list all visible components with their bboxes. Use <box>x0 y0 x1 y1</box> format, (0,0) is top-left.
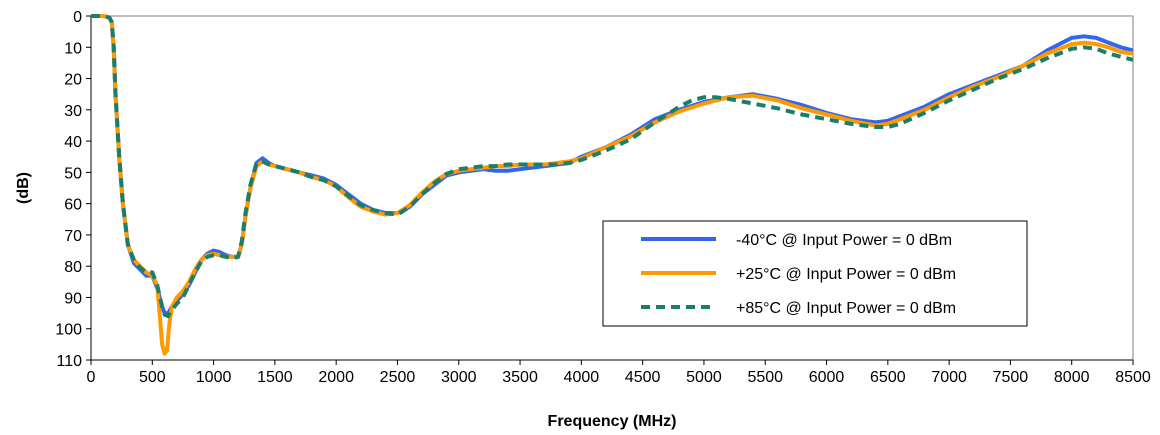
y-tick-label: 70 <box>64 228 82 245</box>
y-tick-label: 20 <box>64 72 82 89</box>
x-tick-label: 5000 <box>686 369 722 386</box>
legend-entry-plus-25c: +25°C @ Input Power = 0 dBm <box>736 266 956 283</box>
x-tick-label: 1500 <box>257 369 293 386</box>
x-tick-label: 3500 <box>502 369 538 386</box>
x-tick-label: 2500 <box>380 369 416 386</box>
x-axis-title: Frequency (MHz) <box>548 413 677 430</box>
legend-entry-plus-85c: +85°C @ Input Power = 0 dBm <box>736 300 956 317</box>
y-tick-label: 50 <box>64 165 82 182</box>
x-tick-label: 7000 <box>931 369 967 386</box>
x-tick-label: 2000 <box>318 369 354 386</box>
x-tick-label: 3000 <box>441 369 477 386</box>
series-plus-85c-line <box>91 14 1134 319</box>
y-axis-title: (dB) <box>15 172 32 204</box>
legend: -40°C @ Input Power = 0 dBm +25°C @ Input… <box>602 220 1028 327</box>
x-tick-label: 1000 <box>196 369 232 386</box>
y-tick-label: 40 <box>64 134 82 151</box>
x-tick-label: 4000 <box>564 369 600 386</box>
legend-entry-minus-40c: -40°C @ Input Power = 0 dBm <box>736 232 952 249</box>
y-tick-label: 110 <box>56 353 82 370</box>
y-tick-label: 0 <box>73 9 82 26</box>
x-tick-label: 500 <box>139 369 166 386</box>
x-tick-label: 4500 <box>625 369 661 386</box>
y-tick-label: 80 <box>64 259 82 276</box>
x-tick-label: 8500 <box>1115 369 1151 386</box>
x-tick-label: 7500 <box>993 369 1029 386</box>
y-tick-label: 90 <box>64 290 82 307</box>
x-tick-label: 6500 <box>870 369 906 386</box>
y-tick-label: 30 <box>64 103 82 120</box>
x-tick-label: 5500 <box>747 369 783 386</box>
y-tick-label: 10 <box>64 40 82 57</box>
x-tick-label: 6000 <box>809 369 845 386</box>
y-tick-label: 100 <box>55 322 82 339</box>
y-tick-label: 60 <box>64 197 82 214</box>
x-tick-label: 8000 <box>1054 369 1090 386</box>
x-tick-label: 0 <box>87 369 96 386</box>
